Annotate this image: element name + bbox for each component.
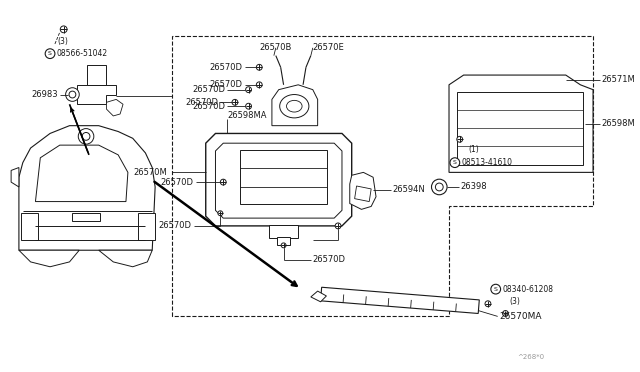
Text: 26570D: 26570D	[158, 221, 191, 230]
Circle shape	[431, 179, 447, 195]
Text: ^268*0: ^268*0	[517, 354, 544, 360]
Text: 26570D: 26570D	[192, 102, 225, 111]
Polygon shape	[11, 167, 19, 187]
Bar	[457, 92, 583, 164]
Circle shape	[435, 183, 443, 191]
Circle shape	[78, 129, 94, 144]
Circle shape	[66, 88, 79, 101]
Polygon shape	[19, 126, 155, 250]
Text: 26570D: 26570D	[160, 177, 193, 187]
Text: 26570D: 26570D	[313, 256, 346, 264]
Circle shape	[491, 284, 500, 294]
Circle shape	[257, 64, 262, 70]
Circle shape	[82, 132, 90, 140]
Text: 26570B: 26570B	[259, 43, 292, 52]
Polygon shape	[272, 85, 317, 126]
Polygon shape	[355, 186, 371, 202]
Text: 26570M: 26570M	[133, 168, 167, 177]
Circle shape	[218, 211, 223, 216]
Circle shape	[60, 26, 67, 33]
Circle shape	[45, 49, 55, 58]
Polygon shape	[99, 250, 152, 267]
Text: (3): (3)	[509, 297, 520, 306]
Polygon shape	[449, 75, 593, 172]
Circle shape	[246, 87, 252, 93]
Polygon shape	[205, 134, 352, 226]
Circle shape	[220, 179, 226, 185]
Text: 26570E: 26570E	[313, 43, 344, 52]
Text: S: S	[494, 287, 498, 292]
Text: (3): (3)	[58, 36, 68, 45]
Circle shape	[450, 158, 460, 167]
Text: 26594N: 26594N	[392, 185, 426, 195]
Polygon shape	[311, 291, 326, 302]
Circle shape	[69, 91, 76, 98]
Text: 26570D: 26570D	[210, 63, 243, 72]
Ellipse shape	[287, 100, 302, 112]
Text: S: S	[48, 51, 52, 56]
Text: 26570D: 26570D	[210, 80, 243, 89]
Polygon shape	[106, 99, 123, 116]
Polygon shape	[321, 287, 479, 314]
Text: 26598M: 26598M	[602, 119, 636, 128]
Text: 08340-61208: 08340-61208	[502, 285, 554, 294]
Circle shape	[457, 137, 463, 142]
Circle shape	[485, 301, 491, 307]
Text: 08566-51042: 08566-51042	[57, 49, 108, 58]
Bar	[87, 65, 106, 85]
Ellipse shape	[280, 94, 309, 118]
Polygon shape	[349, 172, 376, 209]
Text: 26598MA: 26598MA	[227, 112, 267, 121]
Text: 08513-41610: 08513-41610	[461, 158, 513, 167]
Bar	[138, 213, 155, 240]
Circle shape	[502, 311, 508, 317]
Circle shape	[335, 223, 341, 229]
Polygon shape	[216, 143, 342, 218]
Bar	[240, 150, 328, 203]
Text: 26570MA: 26570MA	[500, 312, 542, 321]
Polygon shape	[77, 85, 116, 104]
Text: 26570D: 26570D	[192, 85, 225, 94]
Text: (1): (1)	[468, 145, 479, 154]
Text: 26571M: 26571M	[602, 76, 636, 84]
Bar	[21, 213, 38, 240]
Bar	[72, 213, 100, 221]
Polygon shape	[19, 250, 79, 267]
Circle shape	[281, 243, 286, 248]
Bar	[269, 225, 298, 238]
Circle shape	[246, 103, 252, 109]
Text: 26398: 26398	[461, 183, 487, 192]
Circle shape	[232, 99, 238, 105]
Polygon shape	[35, 145, 128, 202]
Text: S: S	[453, 160, 457, 165]
Text: 26570D: 26570D	[186, 98, 218, 107]
Text: 26983: 26983	[31, 90, 58, 99]
Circle shape	[257, 82, 262, 88]
Bar	[276, 237, 291, 246]
